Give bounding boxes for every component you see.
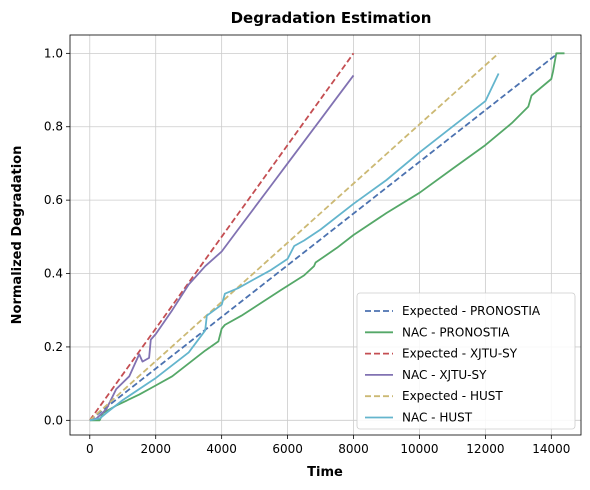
y-tick-label: 1.0 (44, 46, 63, 60)
series-line-expected-hust (89, 52, 500, 421)
legend-label: Expected - PRONOSTIA (402, 304, 541, 318)
x-tick-label: 6000 (272, 442, 303, 456)
y-tick-label: 0.0 (44, 413, 63, 427)
legend-label: Expected - XJTU-SY (402, 347, 518, 361)
y-tick-label: 0.6 (44, 193, 63, 207)
x-tick-label: 2000 (140, 442, 171, 456)
x-tick-label: 10000 (400, 442, 438, 456)
chart-title: Degradation Estimation (231, 9, 432, 27)
plot-frame (69, 34, 582, 436)
series-line-nac-xjtu-sy (89, 74, 355, 422)
y-axis-title: Normalized Degradation (10, 146, 25, 325)
y-tick-label: 0.4 (44, 267, 63, 281)
series-line-expected-xjtu-sy (89, 52, 355, 421)
y-tick-label: 0.2 (44, 340, 63, 354)
legend-label: NAC - HUST (402, 411, 473, 425)
y-axis-ticks: 0.0 0.2 0.4 0.6 0.8 1.0 (44, 46, 70, 427)
legend-label: NAC - XJTU-SY (402, 368, 487, 382)
x-tick-label: 4000 (206, 442, 237, 456)
series-lines (89, 52, 565, 422)
legend: Expected - PRONOSTIA NAC - PRONOSTIA Expec… (356, 292, 576, 430)
x-tick-label: 12000 (466, 442, 504, 456)
x-tick-label: 14000 (532, 442, 570, 456)
x-tick-label: 8000 (338, 442, 369, 456)
series-line-nac-pronostia (89, 52, 565, 422)
y-tick-label: 0.8 (44, 120, 63, 134)
series-line-nac-hust (89, 73, 500, 422)
legend-label: NAC - PRONOSTIA (402, 325, 510, 339)
series-line-expected-pronostia (89, 52, 559, 422)
legend-label: Expected - HUST (402, 389, 503, 403)
legend-box (356, 292, 576, 430)
x-tick-label: 0 (86, 442, 94, 456)
x-axis-ticks: 0 2000 4000 6000 8000 10000 12000 14000 (86, 435, 570, 456)
x-axis-title: Time (307, 465, 343, 480)
